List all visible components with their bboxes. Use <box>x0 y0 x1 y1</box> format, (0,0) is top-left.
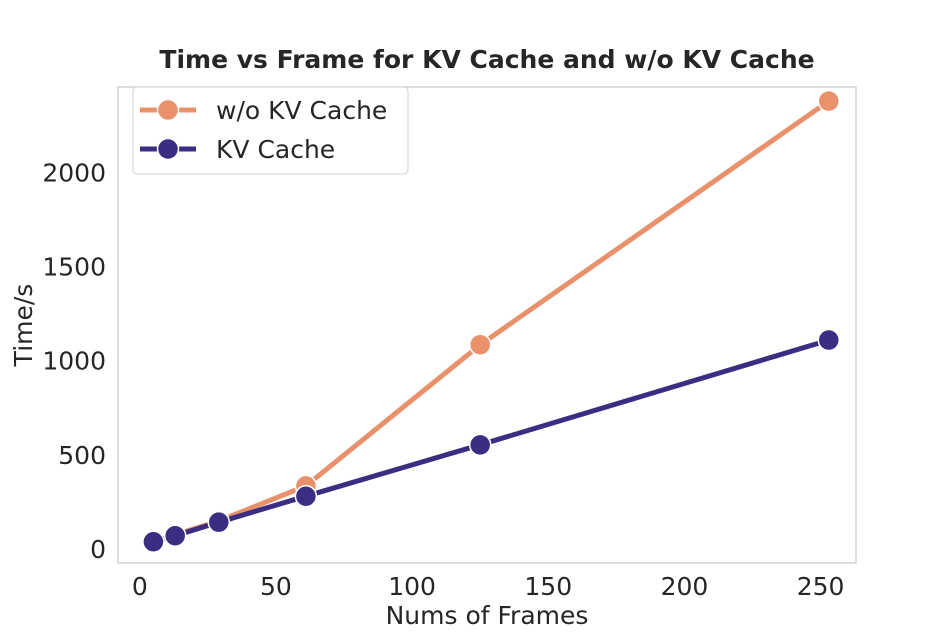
data-point-w-o-kv-cache <box>817 89 841 113</box>
series-kv-cache <box>142 328 841 553</box>
legend-label-wo-kv-cache: w/o KV Cache <box>216 96 387 125</box>
data-point-kv-cache <box>294 484 318 508</box>
y-tick-label: 2000 <box>42 159 106 188</box>
legend: w/o KV Cache KV Cache <box>132 86 409 175</box>
data-point-kv-cache <box>468 433 492 457</box>
data-point-kv-cache <box>817 328 841 352</box>
legend-box <box>132 86 409 175</box>
chart-title: Time vs Frame for KV Cache and w/o KV Ca… <box>159 45 814 74</box>
data-point-kv-cache <box>142 530 165 553</box>
x-tick-label: 200 <box>661 572 709 601</box>
y-tick-label: 1000 <box>42 347 106 376</box>
data-point-kv-cache <box>163 524 187 547</box>
legend-marker-kv-cache <box>156 137 180 161</box>
x-tick-label: 250 <box>797 572 845 601</box>
y-tick-label: 0 <box>90 535 106 564</box>
series-layer <box>142 89 841 553</box>
x-tick-label: 0 <box>132 572 148 601</box>
y-tick-label: 1500 <box>42 253 106 282</box>
x-tick-label: 100 <box>388 572 436 601</box>
x-axis-label: Nums of Frames <box>386 601 589 630</box>
x-tick-label: 50 <box>260 572 292 601</box>
y-axis-label: Time/s <box>9 284 38 368</box>
data-point-kv-cache <box>207 510 231 534</box>
y-axis-ticks: 0 500 1000 1500 2000 <box>42 159 106 564</box>
legend-marker-wo-kv-cache <box>156 98 180 122</box>
x-axis-ticks: 0 50 100 150 200 250 <box>132 572 845 601</box>
y-tick-label: 500 <box>58 441 106 470</box>
x-tick-label: 150 <box>524 572 572 601</box>
data-point-w-o-kv-cache <box>468 333 492 357</box>
legend-label-kv-cache: KV Cache <box>216 135 335 164</box>
